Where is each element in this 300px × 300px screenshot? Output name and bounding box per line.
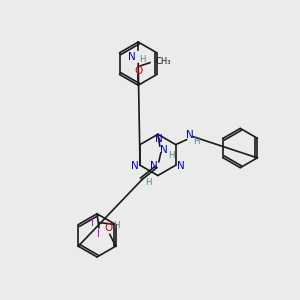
Text: N: N [131, 161, 139, 171]
Text: N: N [150, 161, 158, 171]
Text: I: I [91, 218, 94, 228]
Text: CH₃: CH₃ [156, 57, 171, 66]
Text: N: N [160, 145, 168, 155]
Text: H: H [139, 55, 146, 64]
Text: O: O [105, 223, 113, 232]
Text: N: N [177, 161, 184, 171]
Text: H: H [168, 152, 175, 160]
Circle shape [120, 45, 157, 82]
Text: H: H [113, 221, 120, 230]
Text: N: N [155, 134, 163, 144]
Circle shape [224, 131, 257, 165]
Text: N: N [186, 130, 193, 140]
Text: H: H [145, 178, 151, 187]
Text: N: N [128, 52, 136, 62]
Text: H: H [193, 137, 200, 146]
Text: I: I [98, 230, 100, 239]
Text: O: O [134, 65, 142, 76]
Circle shape [79, 217, 116, 254]
